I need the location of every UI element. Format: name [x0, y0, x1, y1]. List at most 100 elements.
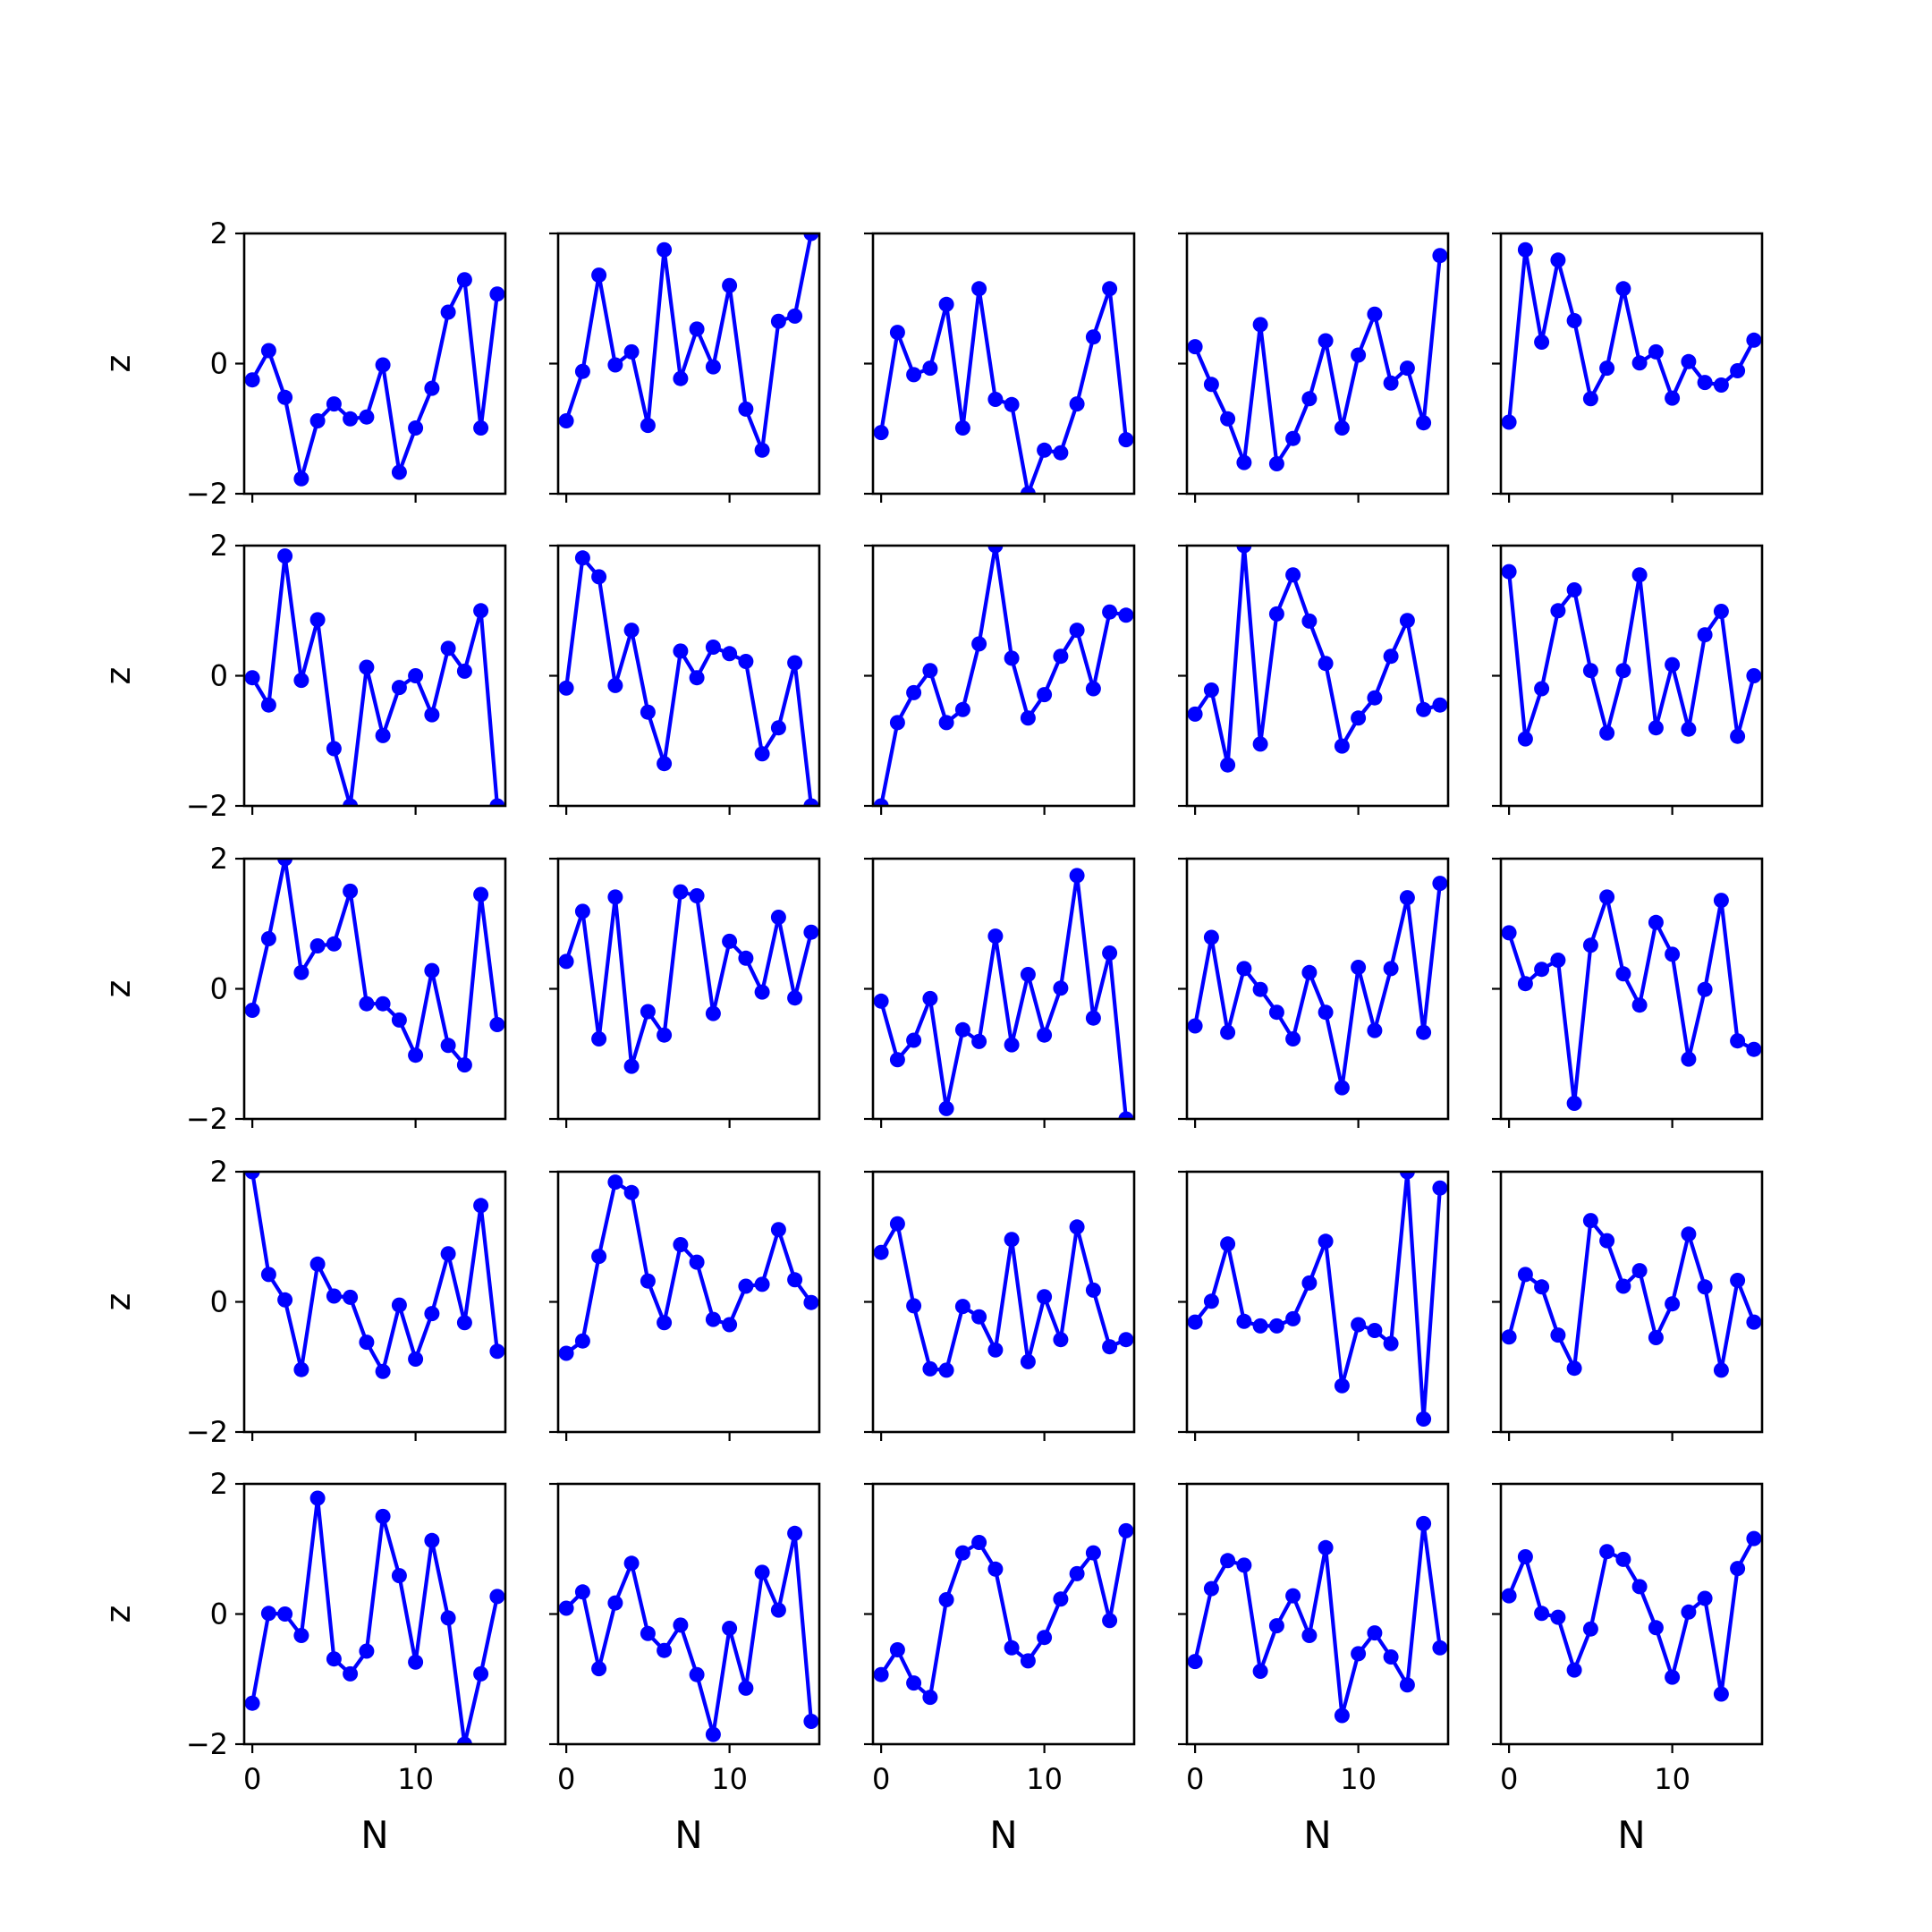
data-point	[1399, 360, 1415, 377]
data-point	[558, 953, 574, 970]
series	[244, 1490, 505, 1744]
data-point	[1432, 1640, 1448, 1656]
data-point	[787, 1272, 803, 1288]
data-point	[954, 1299, 970, 1315]
data-point	[558, 1345, 574, 1361]
data-point	[391, 1012, 407, 1028]
data-point	[1268, 1618, 1284, 1634]
data-point	[1713, 604, 1729, 619]
data-point	[1550, 1327, 1566, 1343]
data-point	[673, 370, 689, 386]
data-point	[1367, 1323, 1383, 1338]
data-point	[803, 1714, 819, 1729]
data-point	[391, 464, 407, 480]
data-point	[1118, 1111, 1134, 1119]
data-point	[673, 643, 689, 659]
data-point	[1252, 317, 1268, 333]
data-point	[1416, 1411, 1432, 1427]
series	[244, 548, 505, 806]
data-point	[1681, 1604, 1697, 1620]
data-point	[456, 1057, 472, 1073]
subplot-1-3	[864, 232, 1136, 503]
data-point	[1268, 456, 1284, 471]
data-point	[1631, 567, 1648, 583]
data-point	[1236, 454, 1252, 470]
data-point	[722, 933, 738, 949]
data-point	[1648, 343, 1664, 360]
data-point	[1053, 445, 1069, 461]
data-point	[489, 1589, 505, 1605]
data-point	[1517, 1549, 1533, 1564]
data-point	[1582, 1213, 1598, 1229]
data-point	[738, 1680, 754, 1696]
data-point	[574, 1584, 590, 1600]
data-point	[375, 996, 391, 1012]
series-line	[1193, 1521, 1442, 1718]
data-point	[754, 746, 770, 762]
data-point	[770, 1222, 786, 1238]
data-point	[1053, 980, 1069, 996]
subplot-1-2	[549, 232, 821, 503]
data-point	[1069, 868, 1085, 884]
data-point	[574, 1333, 590, 1349]
series-line	[879, 1530, 1128, 1699]
subplot-3-3	[864, 857, 1136, 1128]
x-tick-label: 0	[557, 1762, 575, 1796]
series-line	[1193, 1172, 1442, 1421]
data-point	[640, 704, 656, 720]
data-point	[770, 720, 786, 736]
axes-frame	[871, 232, 1136, 496]
data-point	[1517, 731, 1533, 747]
axes-frame	[1185, 1482, 1450, 1746]
data-point	[359, 659, 375, 675]
data-point	[1681, 1051, 1697, 1067]
data-point	[640, 1625, 656, 1641]
data-point	[326, 1651, 342, 1667]
data-point	[591, 1249, 607, 1265]
subplot-2-5	[1492, 544, 1764, 815]
y-axis-label: z	[98, 1293, 138, 1311]
series-line	[1193, 255, 1442, 466]
data-point	[309, 938, 326, 953]
data-point	[1236, 1313, 1252, 1329]
data-point	[326, 1288, 342, 1304]
series-line	[879, 873, 1128, 1119]
data-point	[689, 321, 705, 337]
data-point	[1037, 1027, 1053, 1043]
series-line	[564, 889, 813, 1069]
data-point	[938, 1592, 954, 1607]
data-point	[1004, 1037, 1020, 1053]
data-point	[293, 1628, 309, 1643]
data-point	[705, 1005, 721, 1021]
data-point	[1730, 1033, 1746, 1049]
data-point	[1203, 929, 1219, 945]
data-point	[673, 1617, 689, 1633]
data-point	[1085, 681, 1101, 697]
data-point	[1648, 720, 1664, 736]
data-point	[1566, 1096, 1582, 1111]
x-tick-label: 0	[1500, 1762, 1518, 1796]
data-point	[1053, 1332, 1069, 1348]
data-point	[1236, 1557, 1252, 1573]
data-point	[1697, 1590, 1713, 1606]
subplot-1-5	[1492, 232, 1764, 503]
data-point	[987, 928, 1004, 945]
x-tick-label: 10	[711, 1762, 748, 1796]
data-point	[391, 680, 407, 696]
series	[244, 1172, 505, 1379]
data-point	[1599, 889, 1615, 905]
x-axis-label: N	[1303, 1813, 1331, 1857]
data-point	[1102, 1339, 1118, 1355]
data-point	[326, 936, 342, 952]
data-point	[754, 1564, 770, 1580]
data-point	[971, 281, 987, 297]
axes-frame	[1499, 1170, 1764, 1434]
subplot-4-1: −2 0 2 z	[98, 1155, 507, 1449]
series	[1187, 1515, 1448, 1724]
data-point	[1416, 1024, 1432, 1040]
y-tick-label: 2	[210, 1155, 228, 1189]
x-axis-label: N	[989, 1813, 1017, 1857]
data-point	[277, 548, 293, 564]
data-point	[1268, 1004, 1284, 1021]
series-line	[879, 1222, 1127, 1373]
